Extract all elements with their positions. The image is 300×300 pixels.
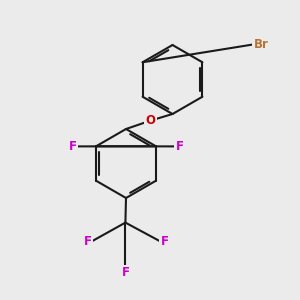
Text: F: F	[83, 235, 92, 248]
Text: F: F	[68, 140, 76, 153]
Text: O: O	[146, 114, 156, 127]
Text: F: F	[176, 140, 184, 153]
Text: F: F	[160, 235, 169, 248]
Text: Br: Br	[254, 38, 268, 51]
Text: F: F	[122, 266, 129, 279]
